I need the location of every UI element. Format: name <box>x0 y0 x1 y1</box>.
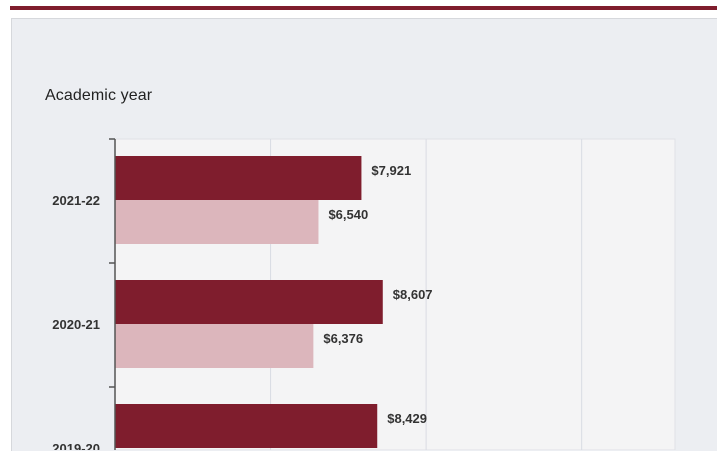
bar-value-label: $6,540 <box>328 207 368 222</box>
bar <box>115 156 362 200</box>
bar <box>115 200 319 244</box>
category-label: 2021-22 <box>52 193 100 208</box>
bar-value-label: $8,607 <box>393 287 433 302</box>
bar <box>115 324 314 368</box>
category-label: 2019-20 <box>52 441 100 450</box>
bar-value-label: $6,376 <box>323 331 363 346</box>
bar <box>115 280 383 324</box>
bars: $7,921 $6,540 $8,607 $6,376 $8,429 <box>115 156 433 448</box>
bar <box>115 404 378 448</box>
bar-value-label: $8,429 <box>387 411 427 426</box>
header-accent-rule <box>10 6 717 10</box>
bar-value-label: $7,921 <box>371 163 411 178</box>
category-label: 2020-21 <box>52 317 100 332</box>
y-axis-title: Academic year <box>45 87 153 104</box>
category-axis: 2021-22 2020-21 2019-20 <box>52 138 116 450</box>
